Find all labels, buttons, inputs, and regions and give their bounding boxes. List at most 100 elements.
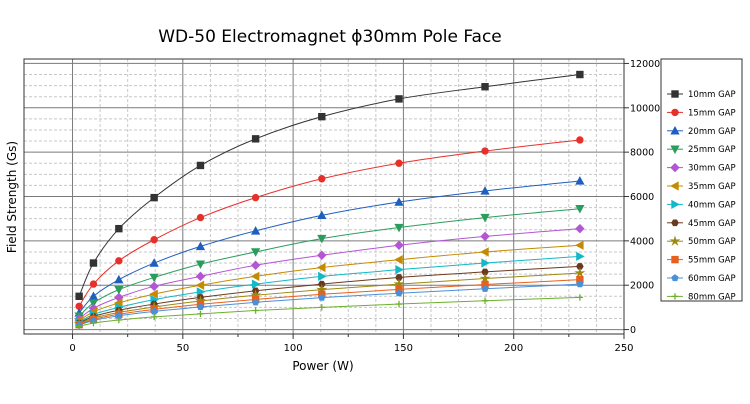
legend-marker bbox=[670, 145, 680, 155]
legend-item: 25mm GAP bbox=[667, 145, 736, 155]
x-tick-label: 100 bbox=[284, 343, 303, 354]
data-point bbox=[394, 223, 404, 233]
legend-marker bbox=[670, 162, 680, 173]
data-point bbox=[196, 213, 205, 222]
x-axis-label: Power (W) bbox=[292, 359, 353, 373]
legend-item: 30mm GAP bbox=[667, 162, 736, 174]
legend-marker bbox=[671, 293, 679, 300]
data-point bbox=[251, 135, 260, 143]
data-point bbox=[316, 262, 326, 273]
series-line bbox=[78, 180, 580, 314]
data-point bbox=[481, 83, 489, 91]
legend-marker bbox=[671, 108, 679, 117]
data-point bbox=[575, 204, 585, 214]
legend-marker bbox=[670, 125, 680, 135]
data-point bbox=[481, 268, 489, 276]
data-point bbox=[318, 293, 326, 301]
data-point bbox=[393, 278, 405, 289]
y-tick-label: 10000 bbox=[630, 103, 660, 114]
data-point bbox=[480, 231, 490, 242]
data-point bbox=[575, 176, 585, 185]
y-tick-label: 12000 bbox=[630, 59, 660, 70]
series-line bbox=[78, 272, 580, 325]
legend-label: 55mm GAP bbox=[688, 256, 736, 266]
series-25mm-gap bbox=[74, 204, 585, 322]
data-point bbox=[196, 303, 205, 311]
legend-item: 50mm GAP bbox=[667, 235, 736, 247]
data-point bbox=[251, 279, 261, 289]
data-point bbox=[576, 251, 585, 262]
data-point bbox=[317, 234, 327, 244]
data-point bbox=[576, 280, 584, 288]
data-point bbox=[195, 280, 205, 290]
data-point bbox=[75, 323, 83, 330]
data-point bbox=[150, 236, 158, 244]
data-point bbox=[150, 313, 158, 321]
data-point bbox=[115, 224, 123, 233]
data-point bbox=[115, 316, 123, 324]
series-80mm-gap bbox=[75, 294, 584, 330]
data-point bbox=[250, 271, 260, 281]
data-point bbox=[317, 210, 327, 220]
data-point bbox=[480, 186, 490, 195]
y-axis-label: Field Strength (Gs) bbox=[5, 141, 19, 253]
data-point bbox=[394, 255, 403, 265]
data-point bbox=[395, 300, 403, 308]
legend-item: 45mm GAP bbox=[667, 219, 736, 229]
legend-item: 80mm GAP bbox=[667, 292, 736, 302]
series-line bbox=[79, 296, 580, 327]
y-tick-label: 4000 bbox=[630, 236, 654, 247]
legend-label: 40mm GAP bbox=[688, 200, 736, 210]
data-point bbox=[197, 310, 204, 318]
data-point bbox=[576, 294, 584, 301]
x-tick-label: 250 bbox=[614, 343, 633, 354]
data-point bbox=[251, 193, 260, 202]
series-35mm-gap bbox=[74, 240, 584, 326]
data-point bbox=[576, 263, 584, 270]
legend-item: 20mm GAP bbox=[667, 125, 736, 137]
data-point bbox=[575, 223, 585, 234]
data-point bbox=[251, 298, 260, 306]
data-point bbox=[395, 274, 403, 281]
data-point bbox=[395, 159, 403, 167]
legend-item: 35mm GAP bbox=[667, 181, 736, 192]
series-line bbox=[78, 283, 580, 326]
legend-label: 30mm GAP bbox=[688, 164, 736, 174]
data-point bbox=[149, 273, 159, 283]
data-point bbox=[196, 287, 206, 297]
data-point bbox=[576, 136, 584, 144]
data-point bbox=[479, 272, 491, 284]
data-point bbox=[318, 271, 327, 281]
legend-marker bbox=[671, 219, 679, 227]
data-point bbox=[481, 297, 489, 304]
series-line bbox=[78, 228, 580, 320]
data-point bbox=[115, 257, 123, 265]
data-point bbox=[480, 213, 490, 223]
data-point bbox=[114, 285, 124, 295]
data-point bbox=[318, 175, 326, 183]
x-tick-label: 0 bbox=[69, 343, 75, 354]
series-line bbox=[78, 255, 580, 323]
data-point bbox=[195, 271, 206, 282]
legend-marker bbox=[671, 274, 679, 282]
legend-marker bbox=[671, 199, 680, 210]
legend-item: 10mm GAP bbox=[667, 90, 736, 100]
y-tick-label: 2000 bbox=[630, 281, 654, 292]
legend-item: 15mm GAP bbox=[667, 108, 736, 118]
chart-title: WD-50 Electromagnet ϕ30mm Pole Face bbox=[158, 27, 502, 47]
series-line bbox=[78, 74, 580, 297]
data-point bbox=[318, 112, 326, 121]
data-point bbox=[195, 241, 206, 251]
data-point bbox=[395, 289, 403, 297]
legend-label: 45mm GAP bbox=[688, 219, 736, 229]
y-tick-label: 6000 bbox=[630, 192, 654, 203]
data-point bbox=[481, 147, 489, 155]
x-tick-label: 200 bbox=[504, 343, 523, 354]
legend-marker bbox=[670, 181, 679, 191]
data-point bbox=[195, 260, 206, 269]
legend-label: 10mm GAP bbox=[688, 90, 736, 100]
legend-marker bbox=[671, 90, 679, 98]
data-point bbox=[318, 304, 325, 311]
